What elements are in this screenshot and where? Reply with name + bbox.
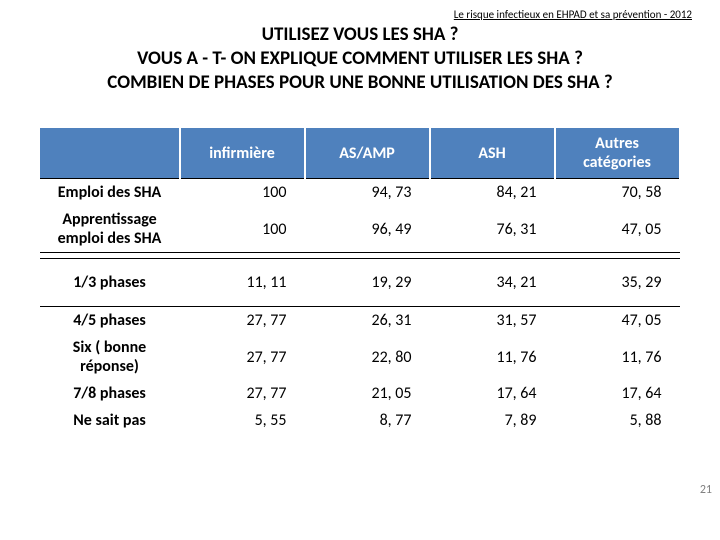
table-row: Emploi des SHA 100 94, 73 84, 21 70, 58: [40, 179, 680, 207]
cell: 22, 80: [305, 334, 430, 380]
cell: 47, 05: [555, 307, 680, 335]
table-row: 4/5 phases 27, 77 26, 31 31, 57 47, 05: [40, 307, 680, 335]
cell: 47, 05: [555, 206, 680, 253]
row-label: 4/5 phases: [40, 307, 180, 335]
row-label: Apprentissage emploi des SHA: [40, 206, 180, 253]
table-row: Six ( bonne réponse) 27, 77 22, 80 11, 7…: [40, 334, 680, 380]
cell: 19, 29: [305, 259, 430, 307]
cell: 94, 73: [305, 179, 430, 207]
cell: 27, 77: [180, 334, 305, 380]
header-subtitle: Le risque infectieux en EHPAD et sa prév…: [18, 8, 702, 21]
col-header: ASH: [430, 128, 555, 179]
table-row: 7/8 phases 27, 77 21, 05 17, 64 17, 64: [40, 380, 680, 407]
cell: 76, 31: [430, 206, 555, 253]
row-label: 7/8 phases: [40, 380, 180, 407]
cell: 26, 31: [305, 307, 430, 335]
cell: 17, 64: [555, 380, 680, 407]
col-header: AS/AMP: [305, 128, 430, 179]
page-title: UTILISEZ VOUS LES SHA ? VOUS A - T- ON E…: [18, 23, 702, 94]
cell: 100: [180, 206, 305, 253]
col-header: [40, 128, 180, 179]
cell: 70, 58: [555, 179, 680, 207]
table-header-row: infirmière AS/AMP ASH Autres catégories: [40, 128, 680, 179]
cell: 96, 49: [305, 206, 430, 253]
cell: 27, 77: [180, 380, 305, 407]
cell: 34, 21: [430, 259, 555, 307]
table-row: 1/3 phases 11, 11 19, 29 34, 21 35, 29: [40, 259, 680, 307]
page-number: 21: [700, 483, 712, 497]
cell: 21, 05: [305, 380, 430, 407]
cell: 8, 77: [305, 407, 430, 434]
row-label: Ne sait pas: [40, 407, 180, 434]
cell: 31, 57: [430, 307, 555, 335]
title-line-2: VOUS A - T- ON EXPLIQUE COMMENT UTILISER…: [18, 47, 702, 71]
table-row: Apprentissage emploi des SHA 100 96, 49 …: [40, 206, 680, 253]
cell: 100: [180, 179, 305, 207]
table-row: Ne sait pas 5, 55 8, 77 7, 89 5, 88: [40, 407, 680, 434]
cell: 35, 29: [555, 259, 680, 307]
cell: 7, 89: [430, 407, 555, 434]
row-label: Emploi des SHA: [40, 179, 180, 207]
col-header: infirmière: [180, 128, 305, 179]
cell: 11, 76: [430, 334, 555, 380]
cell: 11, 11: [180, 259, 305, 307]
cell: 27, 77: [180, 307, 305, 335]
title-line-1: UTILISEZ VOUS LES SHA ?: [18, 23, 702, 47]
col-header: Autres catégories: [555, 128, 680, 179]
cell: 11, 76: [555, 334, 680, 380]
cell: 5, 88: [555, 407, 680, 434]
cell: 84, 21: [430, 179, 555, 207]
title-line-3: COMBIEN DE PHASES POUR UNE BONNE UTILISA…: [18, 71, 702, 95]
row-label: 1/3 phases: [40, 259, 180, 307]
row-label: Six ( bonne réponse): [40, 334, 180, 380]
cell: 17, 64: [430, 380, 555, 407]
data-table: infirmière AS/AMP ASH Autres catégories …: [40, 128, 681, 434]
cell: 5, 55: [180, 407, 305, 434]
